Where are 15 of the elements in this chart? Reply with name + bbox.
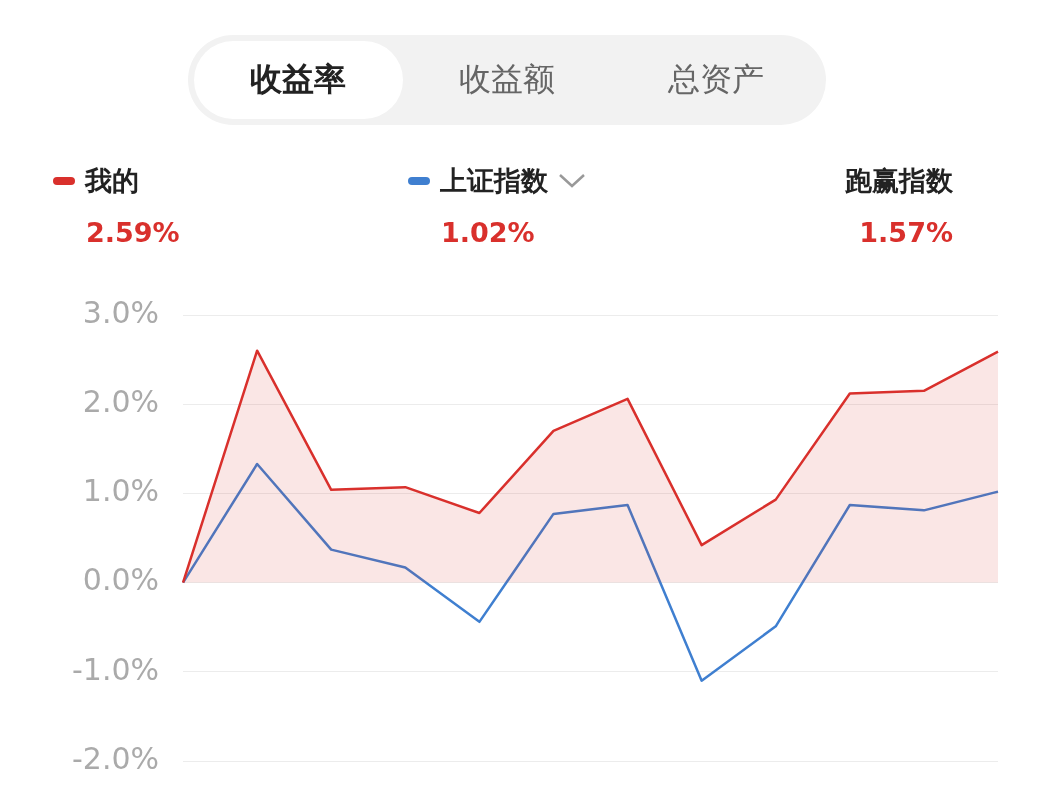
text: 跑赢指数: [845, 164, 953, 198]
y-tick-label: 3.0%: [82, 294, 160, 330]
y-tick-label: 1.0%: [82, 473, 160, 509]
y-tick-label: 2.0%: [82, 384, 160, 419]
text: 1.57%: [858, 217, 953, 248]
text: 收益率: [194, 41, 403, 119]
text: 收益额: [458, 59, 556, 100]
text: 2.59%: [86, 217, 180, 248]
text: 1.02%: [441, 217, 536, 248]
text: 总资产: [666, 59, 765, 100]
y-tick-label: 0.0%: [82, 562, 160, 598]
y-tick-label: -1.0%: [71, 651, 160, 687]
y-tick-label: -2.0%: [71, 740, 160, 776]
legend-label: 上证指数: [440, 164, 548, 198]
legend-label: 我的: [85, 164, 139, 198]
